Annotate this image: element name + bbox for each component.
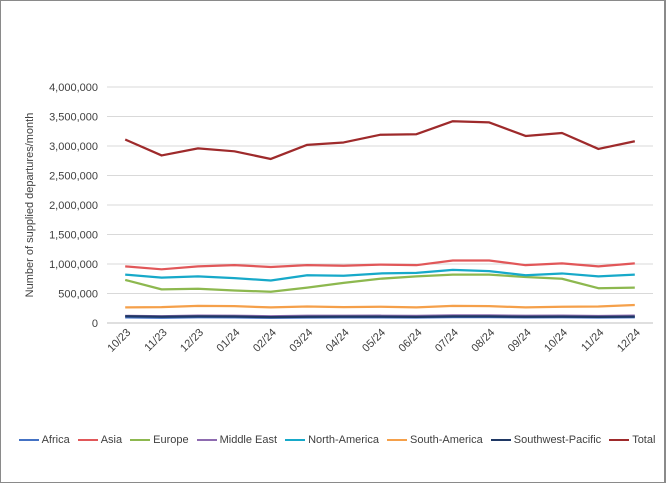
legend-label: Africa xyxy=(41,434,70,446)
legend-label: Southwest-Pacific xyxy=(513,434,602,446)
x-tick-label: 12/23 xyxy=(178,327,206,355)
y-tick-label: 4,000,000 xyxy=(49,82,98,94)
legend-item: South-America xyxy=(386,434,483,446)
x-tick-label: 04/24 xyxy=(324,327,352,355)
legend-item: Southwest-Pacific xyxy=(490,434,602,446)
x-tick-label: 07/24 xyxy=(433,327,461,355)
x-tick-label: 02/24 xyxy=(251,327,279,355)
y-tick-label: 2,500,000 xyxy=(49,171,98,183)
legend-label: Europe xyxy=(153,434,189,446)
legend-swatch xyxy=(285,439,306,441)
series-line-asia xyxy=(125,259,635,271)
legend-label: Middle East xyxy=(219,434,278,446)
legend-item: Asia xyxy=(77,434,123,446)
legend-label: Total xyxy=(632,434,656,446)
legend-item: Africa xyxy=(18,434,70,446)
x-tick-label: 09/24 xyxy=(506,327,534,355)
y-tick-label: 500,000 xyxy=(58,289,98,301)
legend-swatch xyxy=(196,439,217,441)
x-tick-label: 12/24 xyxy=(615,327,643,355)
y-tick-label: 1,500,000 xyxy=(49,230,98,242)
series-line-total xyxy=(124,120,636,161)
x-tick-label: 10/24 xyxy=(542,327,570,355)
y-tick-label: 1,000,000 xyxy=(49,259,98,271)
legend-swatch xyxy=(609,439,630,441)
x-tick-label: 03/24 xyxy=(287,327,315,355)
legend-item: Total xyxy=(609,434,655,446)
y-axis-ticks: 0 500,000 1,000,000 1,500,000 2,000,000 2,500… xyxy=(49,82,98,330)
x-axis-ticks: 10/23 11/23 12/23 01/24 02/24 03/24 04/24 05/24… xyxy=(105,327,643,355)
x-tick-label: 08/24 xyxy=(469,327,497,355)
series-line-south-america xyxy=(125,303,635,309)
legend: Africa Asia Europe Middle East North-America… xyxy=(18,434,655,446)
legend-item: Europe xyxy=(130,434,189,446)
legend-label: South-America xyxy=(409,434,483,446)
x-tick-label: 05/24 xyxy=(360,327,388,355)
x-tick-label: 11/23 xyxy=(142,327,169,354)
y-tick-label: 3,000,000 xyxy=(49,141,98,153)
gridlines xyxy=(107,86,653,324)
y-axis-title: Number of supplied departures/month xyxy=(24,113,36,298)
x-tick-label: 06/24 xyxy=(397,327,425,355)
legend-item: Middle East xyxy=(196,434,278,446)
y-tick-label: 0 xyxy=(92,318,98,330)
y-tick-label: 2,000,000 xyxy=(49,200,98,212)
legend-swatch xyxy=(490,439,511,441)
legend-item: North-America xyxy=(285,434,379,446)
legend-swatch xyxy=(18,439,39,441)
legend-swatch xyxy=(386,439,407,441)
series-lines xyxy=(124,120,636,319)
legend-label: Asia xyxy=(100,434,123,446)
series-line-north-america xyxy=(125,268,635,282)
series-line-southwest-pacific xyxy=(125,315,635,319)
legend-label: North-America xyxy=(308,434,379,446)
y-tick-label: 3,500,000 xyxy=(49,112,98,124)
series-line-europe xyxy=(124,273,635,293)
x-tick-label: 10/23 xyxy=(105,327,133,355)
x-tick-label: 11/24 xyxy=(579,327,606,354)
x-tick-label: 01/24 xyxy=(215,327,243,355)
legend-swatch xyxy=(77,439,98,441)
legend-swatch xyxy=(130,439,151,441)
